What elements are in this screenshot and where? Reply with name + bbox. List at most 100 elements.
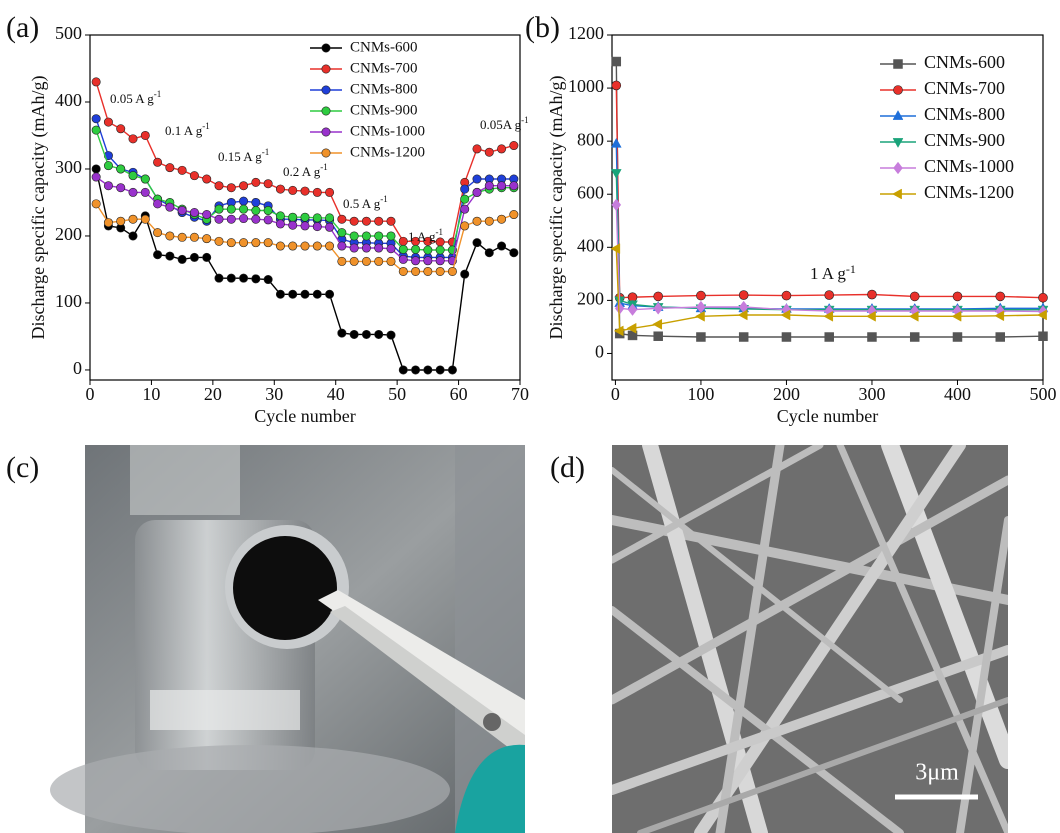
point: [361, 256, 371, 266]
legend-label: CNMs-900: [924, 130, 1005, 150]
annotation-sup: -1: [846, 262, 856, 276]
point: [325, 222, 335, 232]
annotation-sup: -1: [202, 121, 210, 131]
point: [909, 332, 920, 342]
point: [140, 187, 150, 197]
point: [91, 172, 101, 182]
legend-marker: [321, 43, 331, 53]
point: [177, 206, 187, 216]
legend-label: CNMs-600: [924, 52, 1005, 72]
annotation-sup: -1: [380, 194, 388, 204]
point: [695, 310, 705, 322]
point: [472, 174, 482, 184]
point: [484, 248, 494, 258]
point: [312, 241, 322, 251]
photo-d: 3μm: [612, 445, 1008, 833]
point: [214, 204, 224, 214]
point: [361, 243, 371, 253]
point: [337, 228, 347, 238]
point: [226, 214, 236, 224]
point: [509, 181, 519, 191]
legend-label: CNMs-1000: [924, 156, 1014, 176]
point: [484, 147, 494, 157]
point: [275, 289, 285, 299]
legend-marker: [321, 64, 331, 74]
annotation-sup: -1: [320, 162, 328, 172]
point: [337, 256, 347, 266]
y-tick-label: 400: [577, 235, 604, 255]
point: [288, 241, 298, 251]
legend-marker: [893, 85, 903, 95]
legend-label: CNMs-900: [350, 102, 418, 118]
point: [737, 309, 748, 321]
x-tick-label: 400: [944, 384, 971, 404]
legend-marker: [893, 161, 903, 175]
point: [435, 245, 445, 255]
point: [226, 238, 236, 248]
point: [374, 216, 384, 226]
point: [128, 231, 138, 241]
point: [386, 330, 396, 340]
point: [325, 241, 335, 251]
point: [116, 183, 126, 193]
point: [626, 322, 637, 334]
point: [509, 248, 519, 258]
legend-label: CNMs-1200: [924, 182, 1014, 202]
point: [103, 218, 113, 228]
point: [189, 171, 199, 181]
point: [909, 291, 920, 302]
legend-marker: [893, 59, 903, 69]
point: [824, 290, 835, 300]
annotation: 1 A g-1: [408, 227, 443, 244]
point: [398, 244, 408, 254]
annotation: 0.5 A g-1: [343, 194, 388, 211]
point: [275, 241, 285, 251]
x-tick-label: 300: [858, 384, 885, 404]
x-tick-label: 10: [142, 384, 160, 404]
y-tick-label: 600: [577, 182, 604, 202]
point: [610, 137, 622, 148]
point: [952, 332, 963, 342]
point: [140, 130, 150, 140]
point: [423, 365, 433, 375]
legend-label: CNMs-700: [924, 78, 1005, 98]
point: [361, 216, 371, 226]
x-tick-label: 60: [450, 384, 468, 404]
point: [214, 273, 224, 283]
annotation-text: 0.1 A g: [165, 123, 203, 138]
y-tick-label: 1200: [568, 23, 604, 43]
point: [202, 174, 212, 184]
point: [251, 238, 261, 248]
legend-label: CNMs-800: [350, 81, 418, 97]
point: [411, 256, 421, 266]
point: [349, 231, 359, 241]
point: [386, 216, 396, 226]
point: [995, 332, 1005, 342]
point: [239, 214, 249, 224]
point: [611, 56, 622, 67]
legend-label: CNMs-700: [350, 60, 418, 76]
annotation-text: 0.05A g: [480, 117, 522, 132]
point: [386, 244, 396, 254]
point: [91, 125, 101, 135]
point: [447, 266, 457, 276]
point: [128, 171, 138, 181]
annotation-sup: -1: [435, 227, 443, 237]
point: [165, 202, 175, 212]
legend-marker: [321, 148, 331, 158]
point: [652, 318, 663, 330]
legend-marker: [321, 85, 331, 95]
x-tick-label: 0: [611, 384, 620, 404]
x-axis-label: Cycle number: [254, 406, 355, 426]
x-tick-label: 500: [1030, 384, 1057, 404]
point: [275, 184, 285, 194]
x-tick-label: 50: [388, 384, 406, 404]
point: [263, 238, 273, 248]
annotation: 0.15 A g-1: [218, 147, 269, 164]
point: [435, 256, 445, 266]
point: [349, 216, 359, 226]
point: [239, 238, 249, 248]
point: [738, 290, 749, 300]
y-axis-label: Discharge specific capacity (mAh/g): [28, 75, 49, 339]
panel-label: (c): [6, 451, 39, 484]
